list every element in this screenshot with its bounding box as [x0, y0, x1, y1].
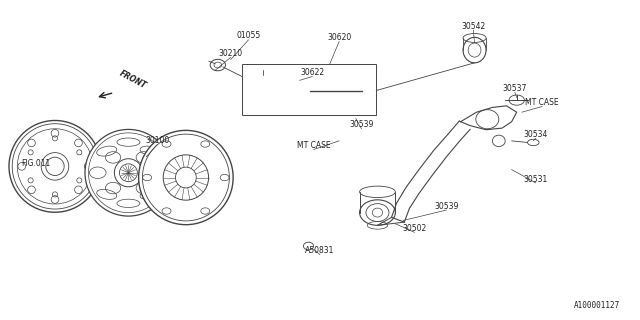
Ellipse shape	[463, 37, 486, 63]
Ellipse shape	[509, 95, 524, 105]
Ellipse shape	[360, 200, 396, 225]
Text: 30210: 30210	[218, 49, 243, 58]
Text: 30622: 30622	[300, 68, 324, 77]
Ellipse shape	[243, 71, 282, 110]
Text: 30539: 30539	[435, 202, 459, 211]
Text: A100001127: A100001127	[574, 301, 620, 310]
Ellipse shape	[139, 130, 233, 225]
Text: 30537: 30537	[502, 84, 527, 93]
Text: 30620: 30620	[327, 33, 351, 42]
Text: 30100: 30100	[145, 136, 169, 145]
Ellipse shape	[210, 59, 225, 71]
Ellipse shape	[527, 139, 539, 146]
Text: 01055: 01055	[236, 31, 260, 40]
Text: 30534: 30534	[524, 130, 548, 139]
Text: FIG.011: FIG.011	[21, 159, 51, 168]
Text: 30539: 30539	[349, 120, 374, 130]
Ellipse shape	[85, 129, 172, 216]
Text: FRONT: FRONT	[118, 69, 148, 91]
Ellipse shape	[276, 79, 300, 102]
Text: A50831: A50831	[305, 246, 335, 255]
Text: 30531: 30531	[524, 175, 548, 184]
Text: 30502: 30502	[403, 224, 427, 233]
Text: MT CASE: MT CASE	[297, 141, 330, 150]
Bar	[242, 64, 376, 116]
Ellipse shape	[9, 121, 101, 212]
Text: 30542: 30542	[461, 22, 485, 31]
Text: MT CASE: MT CASE	[525, 98, 559, 107]
